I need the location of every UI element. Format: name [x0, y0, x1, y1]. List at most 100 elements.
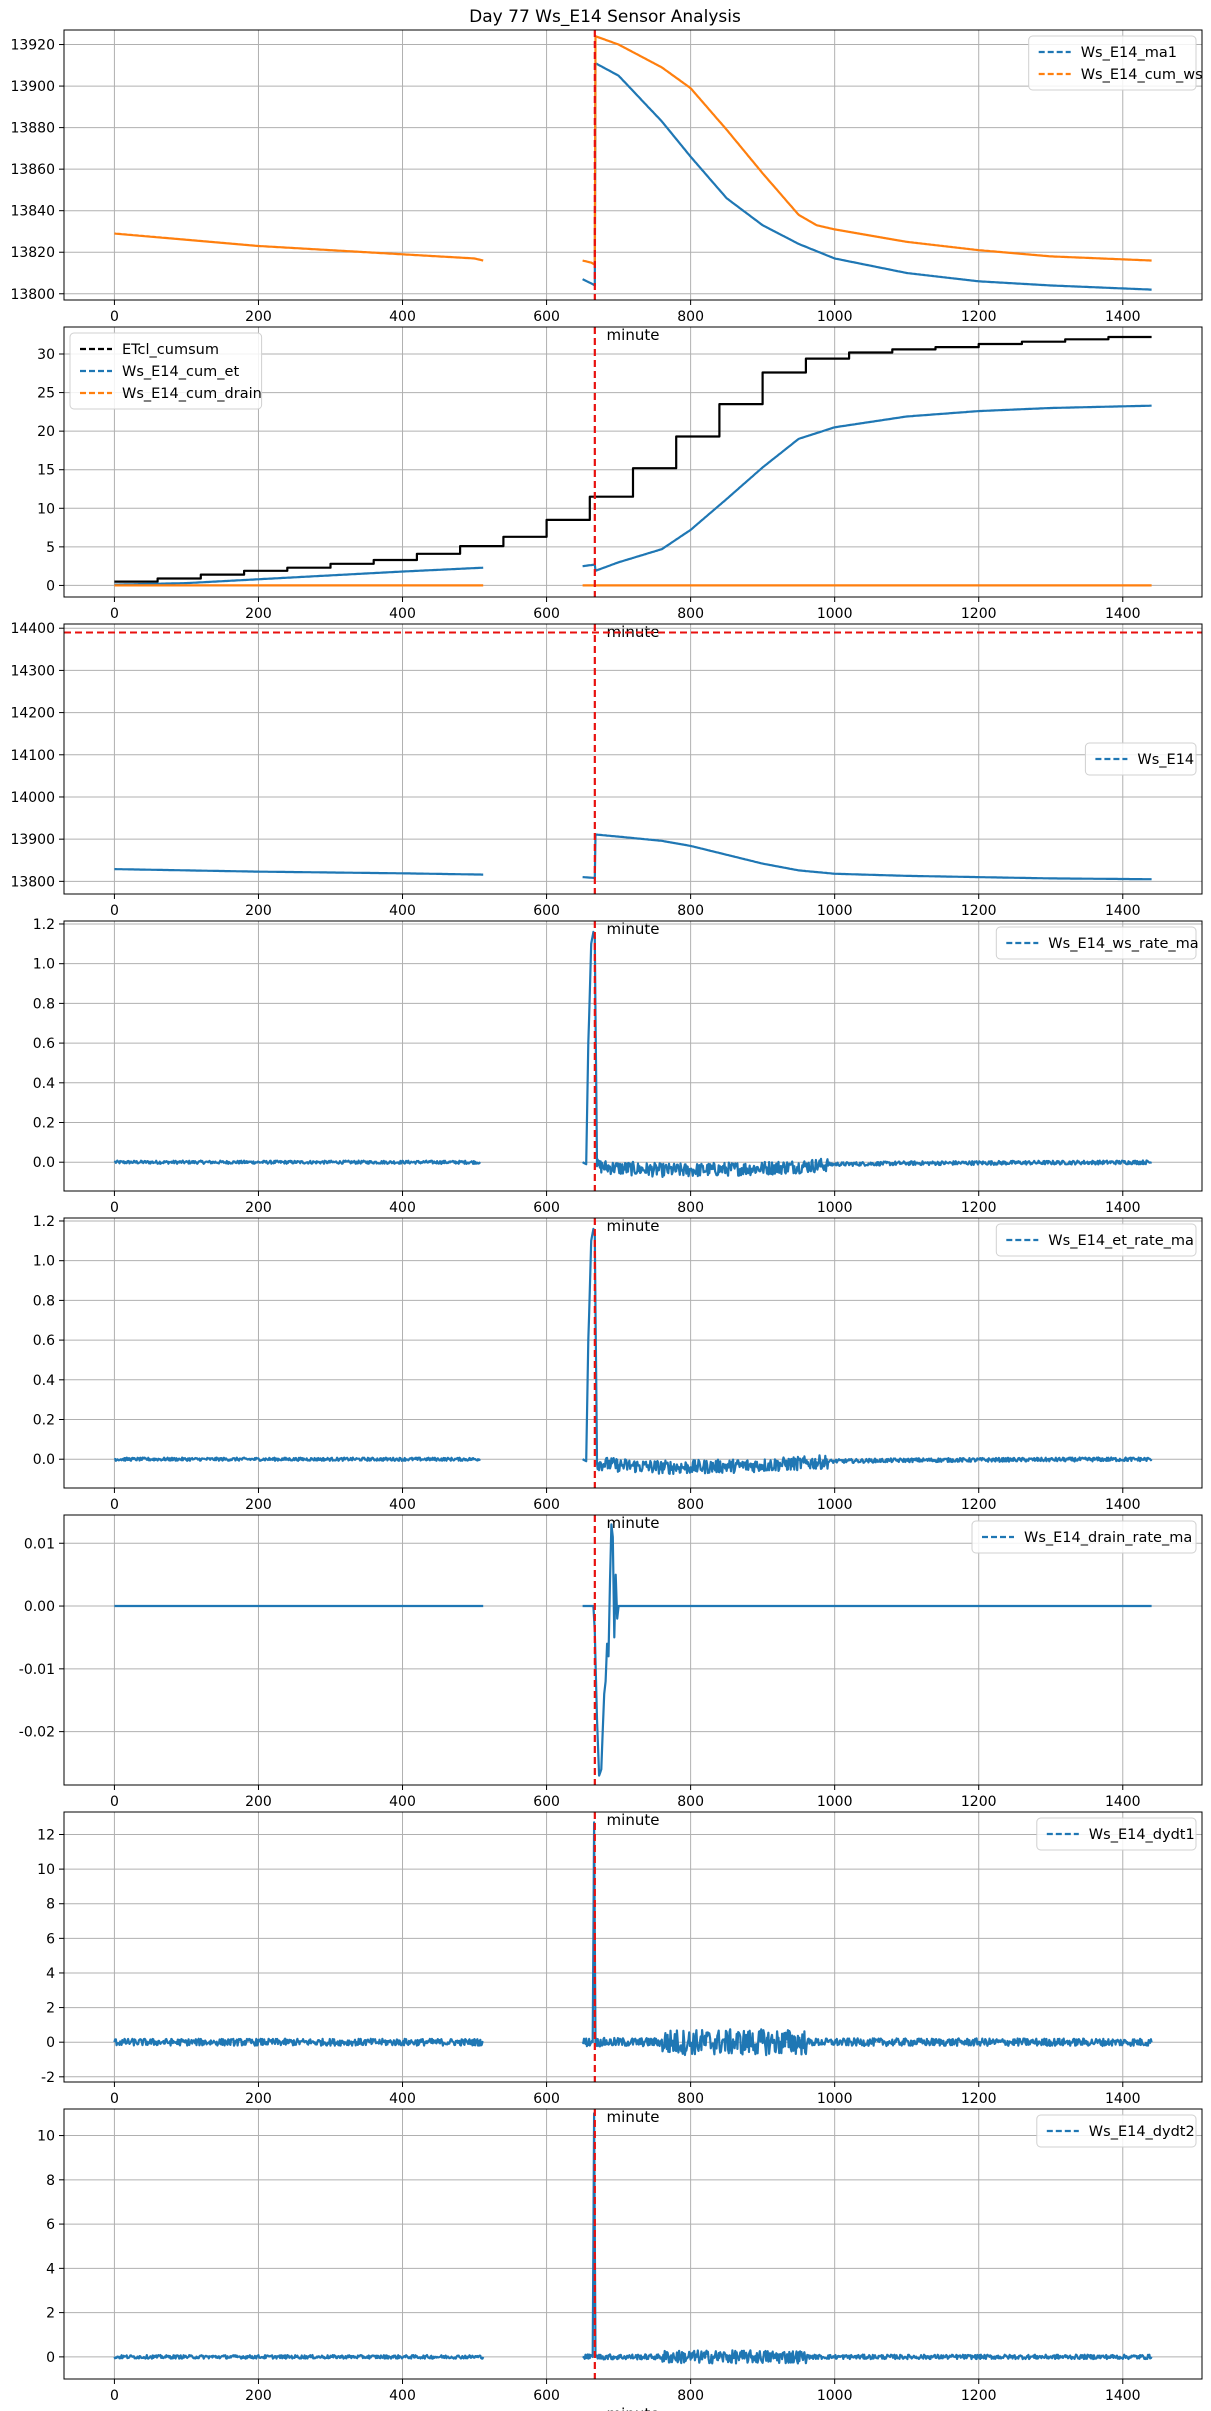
y-tick-label: 0.6	[33, 1333, 55, 1349]
y-tick-label: 15	[37, 463, 55, 479]
legend-label: Ws_E14_cum_et	[122, 364, 239, 380]
legend-box	[1084, 742, 1197, 776]
x-tick-label: 1400	[1105, 309, 1141, 325]
y-tick-label: 4	[46, 2261, 55, 2277]
plot-area	[114, 1515, 1152, 1785]
y-tick-label: 1.2	[33, 1214, 55, 1230]
y-tick-label: 0	[46, 578, 55, 594]
y-tick-label: 0.4	[33, 1076, 55, 1092]
x-tick-label: 200	[245, 1200, 272, 1216]
y-tick-label: 13800	[10, 874, 55, 890]
series-line-1	[114, 335, 1152, 583]
axes-frame	[63, 2108, 1203, 2380]
subplot-1: 0 200 400 600 800 1000 1200 1400 13800 13820 13840…	[10, 29, 1203, 344]
legend-label: ETcl_cumsum	[122, 342, 219, 358]
x-tick-label: 600	[533, 2091, 560, 2107]
x-tick-label: 400	[389, 1794, 416, 1810]
x-tick-label: 400	[389, 309, 416, 325]
y-tick-label: 0.00	[24, 1599, 55, 1615]
x-tick-label: 0	[110, 2388, 119, 2404]
x-tick-label: 1400	[1105, 1794, 1141, 1810]
legend-label: Ws_E14_drain_rate_ma	[1024, 1530, 1192, 1546]
y-tick-label: 0.2	[33, 1116, 55, 1132]
series-line-1	[113, 2112, 1153, 2365]
x-tick-label: 1200	[961, 606, 997, 622]
legend-box	[1036, 2114, 1197, 2148]
x-tick-label: 1000	[817, 1497, 853, 1513]
x-axis-label: minute	[607, 2405, 660, 2411]
y-tick-label: 25	[37, 386, 55, 402]
subplot-4: 0 200 400 600 800 1000 1200 1400 0.0 0.2 0.4 0.6 0.8…	[33, 917, 1203, 1235]
y-tick-label: 14200	[10, 706, 55, 722]
y-tick-label: 1.2	[33, 917, 55, 933]
legend-box	[69, 332, 263, 410]
x-axis-label: minute	[607, 1811, 660, 1829]
legend-label: Ws_E14_cum_ws	[1081, 67, 1203, 83]
legend-label: Ws_E14_dydt1	[1089, 1827, 1195, 1843]
y-tick-label: 0.2	[33, 1413, 55, 1429]
y-tick-label: 0.6	[33, 1036, 55, 1052]
axes-frame	[63, 1514, 1203, 1786]
y-tick-label: -2	[41, 2070, 55, 2086]
y-tick-label: 14300	[10, 663, 55, 679]
plot-area	[64, 624, 1202, 894]
y-tick-label: 0.01	[24, 1536, 55, 1552]
x-tick-label: 1200	[961, 1200, 997, 1216]
x-tick-label: 600	[533, 903, 560, 919]
x-tick-label: 400	[389, 903, 416, 919]
x-tick-label: 1000	[817, 309, 853, 325]
x-axis-label: minute	[607, 920, 660, 938]
y-tick-label: 8	[46, 2173, 55, 2189]
legend-label: Ws_E14	[1137, 752, 1194, 768]
legend: Ws_E14_ws_rate_ma	[995, 926, 1199, 960]
plot-area	[113, 1812, 1153, 2082]
y-tick-label: 2	[46, 2001, 55, 2017]
subplot-8: 0 200 400 600 800 1000 1200 1400 0 2 4 6 8 10 minute Ws…	[37, 2108, 1203, 2411]
y-tick-label: 5	[46, 540, 55, 556]
y-tick-label: 1.0	[33, 957, 55, 973]
legend-box	[995, 926, 1197, 960]
x-tick-label: 0	[110, 1794, 119, 1810]
x-tick-label: 200	[245, 2388, 272, 2404]
legend-box	[1036, 1817, 1197, 1851]
legend: ETcl_cumsum Ws_E14_cum_et Ws_E14_cum_drain	[69, 332, 263, 410]
y-tick-label: 6	[46, 2217, 55, 2233]
x-tick-label: 1000	[817, 1200, 853, 1216]
subplot-5: 0 200 400 600 800 1000 1200 1400 0.0 0.2 0.4 0.6 0.8…	[33, 1214, 1203, 1532]
x-tick-label: 1400	[1105, 2091, 1141, 2107]
x-tick-label: 0	[110, 606, 119, 622]
legend-label: Ws_E14_et_rate_ma	[1048, 1233, 1194, 1249]
legend-box	[995, 1223, 1197, 1257]
y-tick-label: 14100	[10, 748, 55, 764]
plot-area	[114, 1218, 1153, 1488]
y-tick-label: 2	[46, 2306, 55, 2322]
x-tick-label: 1000	[817, 903, 853, 919]
legend: Ws_E14_ma1 Ws_E14_cum_ws	[1028, 35, 1203, 91]
x-tick-label: 200	[245, 2091, 272, 2107]
x-axis-label: minute	[607, 1514, 660, 1532]
x-tick-label: 800	[677, 606, 704, 622]
y-tick-label: 14000	[10, 790, 55, 806]
x-tick-label: 1400	[1105, 1200, 1141, 1216]
plot-area	[114, 327, 1152, 597]
y-tick-label: 0	[46, 2035, 55, 2051]
subplot-3: 0 200 400 600 800 1000 1200 1400 13800 13900 14000…	[10, 621, 1203, 938]
legend: Ws_E14_et_rate_ma	[995, 1223, 1197, 1257]
x-axis-label: minute	[607, 1217, 660, 1235]
y-tick-label: 6	[46, 1931, 55, 1947]
x-tick-label: 0	[110, 2091, 119, 2107]
x-tick-label: 1000	[817, 2091, 853, 2107]
x-tick-label: 800	[677, 2388, 704, 2404]
series-line-1	[113, 1821, 1153, 2057]
plot-area	[113, 921, 1153, 1191]
x-tick-label: 800	[677, 1200, 704, 1216]
x-tick-label: 1200	[961, 309, 997, 325]
y-tick-label: 20	[37, 424, 55, 440]
x-tick-label: 1200	[961, 1794, 997, 1810]
x-tick-label: 400	[389, 2388, 416, 2404]
y-tick-label: 0	[46, 2350, 55, 2366]
legend-box	[1028, 35, 1197, 91]
x-tick-label: 600	[533, 2388, 560, 2404]
x-tick-label: 800	[677, 1497, 704, 1513]
